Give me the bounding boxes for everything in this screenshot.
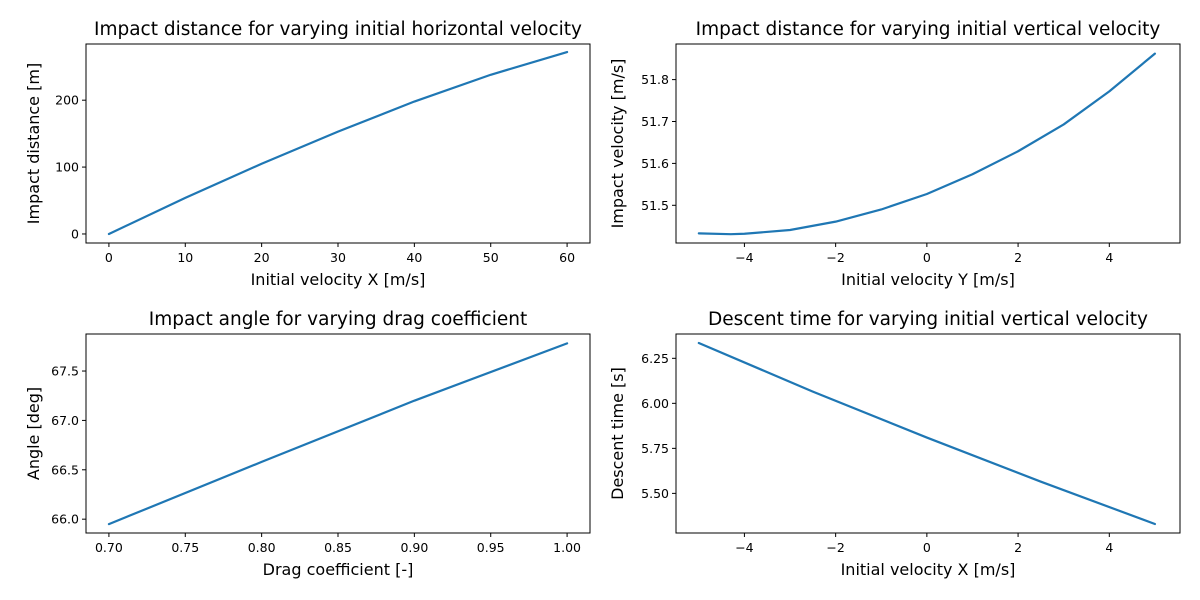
y-axis-label: Descent time [s] <box>608 367 627 500</box>
x-tick-label: 30 <box>330 250 346 265</box>
axes-frame <box>85 333 591 534</box>
x-tick-label: 60 <box>559 250 575 265</box>
y-axis-label: Impact velocity [m/s] <box>608 59 627 229</box>
y-tick-label: 67.5 <box>51 364 79 379</box>
chart-title: Descent time for varying initial vertica… <box>708 309 1148 330</box>
axes-frame <box>675 43 1181 244</box>
y-tick-label: 51.6 <box>641 156 669 171</box>
x-tick-label: −4 <box>735 540 753 555</box>
series-line-1 <box>697 341 1157 526</box>
x-tick-label: 0 <box>105 250 113 265</box>
x-tick-label: 20 <box>254 250 270 265</box>
series-line-1 <box>107 50 569 236</box>
x-tick-label: 0.90 <box>400 540 428 555</box>
x-tick-label: 0.75 <box>171 540 199 555</box>
axes-frame <box>675 333 1181 534</box>
x-tick-label: 2 <box>1014 540 1022 555</box>
x-tick-label: 40 <box>406 250 422 265</box>
y-tick-label: 5.50 <box>641 486 669 501</box>
subplot-4: Descent time for varying initial vertica… <box>608 309 1181 579</box>
y-axis-label: Impact distance [m] <box>24 63 43 224</box>
x-tick-label: 50 <box>483 250 499 265</box>
x-tick-label: −4 <box>735 250 753 265</box>
y-tick-label: 100 <box>55 160 79 175</box>
x-tick-label: −2 <box>826 250 844 265</box>
series-line-1 <box>107 342 569 526</box>
y-tick-label: 6.00 <box>641 396 669 411</box>
y-tick-label: 5.75 <box>641 441 669 456</box>
x-tick-label: 0.85 <box>324 540 352 555</box>
x-axis-label: Initial velocity X [m/s] <box>841 560 1016 579</box>
y-axis-label: Angle [deg] <box>24 387 43 480</box>
x-tick-label: 2 <box>1014 250 1022 265</box>
x-axis-label: Initial velocity Y [m/s] <box>841 270 1015 289</box>
y-tick-label: 51.5 <box>641 198 669 213</box>
chart-title: Impact distance for varying initial hori… <box>94 19 582 40</box>
y-tick-label: 6.25 <box>641 351 669 366</box>
series-line-1 <box>697 52 1157 236</box>
chart-title: Impact distance for varying initial vert… <box>696 19 1161 40</box>
y-tick-label: 200 <box>55 93 79 108</box>
y-tick-label: 66.5 <box>51 462 79 477</box>
x-tick-label: 0.80 <box>248 540 276 555</box>
x-axis-label: Drag coefficient [-] <box>263 560 414 579</box>
y-tick-label: 51.7 <box>641 114 669 129</box>
x-tick-label: 0 <box>923 250 931 265</box>
y-tick-label: 66.0 <box>51 512 79 527</box>
x-tick-label: 0 <box>923 540 931 555</box>
x-tick-label: −2 <box>826 540 844 555</box>
y-tick-label: 0 <box>71 226 79 241</box>
x-tick-label: 1.00 <box>553 540 581 555</box>
x-tick-label: 4 <box>1105 250 1113 265</box>
y-tick-label: 51.8 <box>641 72 669 87</box>
x-tick-label: 0.70 <box>95 540 123 555</box>
subplot-3: Impact angle for varying drag coefficien… <box>24 309 591 579</box>
x-tick-label: 10 <box>177 250 193 265</box>
subplot-1: Impact distance for varying initial hori… <box>24 19 591 289</box>
x-tick-label: 0.95 <box>477 540 505 555</box>
subplot-2: Impact distance for varying initial vert… <box>608 19 1181 289</box>
chart-title: Impact angle for varying drag coefficien… <box>149 309 527 330</box>
x-tick-label: 4 <box>1105 540 1113 555</box>
x-axis-label: Initial velocity X [m/s] <box>251 270 426 289</box>
y-tick-label: 67.0 <box>51 413 79 428</box>
axes-frame <box>85 43 591 244</box>
